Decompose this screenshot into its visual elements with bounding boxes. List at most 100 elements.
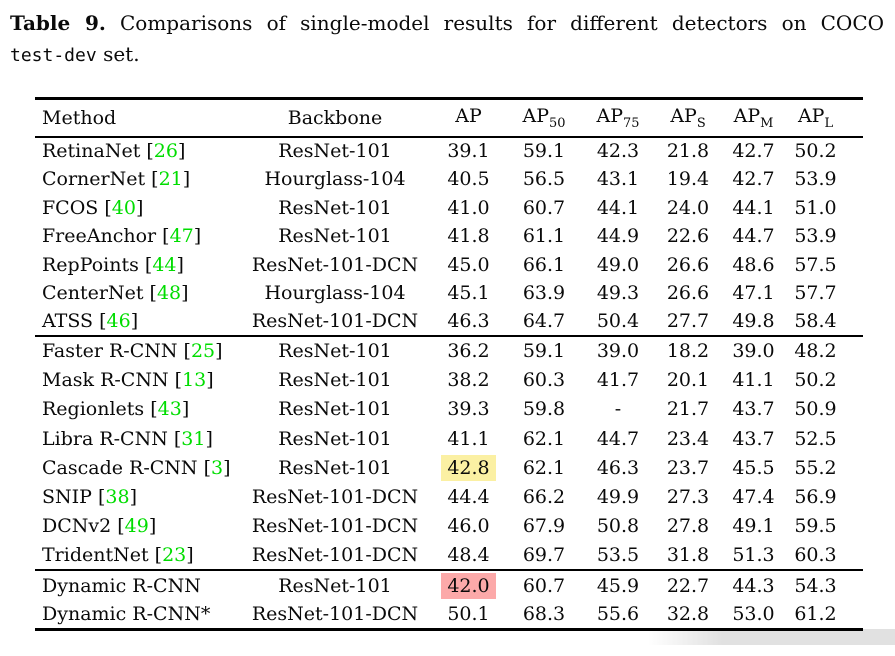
citation-number: 38 [105, 486, 130, 509]
method-cell: DCNv2 [49] [42, 515, 157, 538]
value-cell: 41.1 [732, 368, 775, 391]
value-cell: 23.4 [666, 427, 710, 450]
table-row: Regionlets [43] ResNet-101 39.3 59.8 - 21.7 43… [35, 395, 863, 424]
caption-code: test-dev [10, 45, 97, 66]
value-cell: 59.1 [522, 340, 566, 363]
value-cell: 56.9 [794, 486, 837, 509]
value-cell: 47.4 [732, 486, 775, 509]
header-aps-sub: S [696, 115, 706, 131]
value-cell: 53.0 [732, 602, 775, 625]
table-row: RetinaNet [26] ResNet-101 39.1 59.1 42.3 21.8… [35, 137, 863, 166]
value-cell: 55.6 [596, 602, 640, 625]
table-row: ATSS [46] ResNet-101-DCN 46.3 64.7 50.4 27.7 4… [35, 308, 863, 337]
citation-number: 23 [162, 544, 187, 567]
backbone-cell: ResNet-101 [278, 574, 392, 597]
backbone-cell: ResNet-101-DCN [251, 486, 419, 509]
method-cell: CornerNet [21] [42, 168, 191, 191]
method-cell: Dynamic R-CNN [42, 574, 201, 597]
value-cell: 53.9 [794, 168, 837, 191]
value-cell: 53.9 [794, 225, 837, 248]
value-cell: 60.3 [522, 368, 566, 391]
value-cell: 45.0 [447, 253, 490, 276]
method-cell: Faster R-CNN [25] [42, 340, 223, 363]
backbone-cell: ResNet-101 [278, 398, 392, 421]
value-cell: 48.6 [732, 253, 775, 276]
header-apm-text: AP [733, 104, 761, 127]
table-row: Dynamic R-CNN* ResNet-101-DCN 50.1 68.3 55.6… [35, 600, 863, 630]
value-cell: 26.6 [666, 282, 710, 305]
table-group-anchor-free: RetinaNet [26] ResNet-101 39.1 59.1 42.3 21.8… [35, 136, 863, 337]
caption-tail: set. [103, 42, 140, 66]
method-cell: FCOS [40] [42, 196, 144, 219]
value-cell: 46.3 [447, 310, 490, 333]
table-row: FCOS [40] ResNet-101 41.0 60.7 44.1 24.0 44.1 5… [35, 194, 863, 223]
table-row: FreeAnchor [47] ResNet-101 41.8 61.1 44.9 22.… [35, 222, 863, 251]
col-header-apm: APM [721, 99, 786, 137]
citation-number: 48 [156, 282, 182, 305]
method-cell: CenterNet [48] [42, 282, 189, 305]
value-cell: 39.0 [596, 340, 640, 363]
backbone-cell: ResNet-101 [278, 140, 392, 163]
value-cell: 41.1 [447, 427, 490, 450]
value-cell: 60.3 [794, 544, 837, 567]
value-cell: 44.7 [732, 225, 775, 248]
value-cell: 42.8 [430, 453, 507, 482]
col-header-method: Method [42, 106, 117, 129]
citation-number: 47 [169, 225, 194, 248]
value-cell: 61.1 [522, 225, 566, 248]
value-cell: 44.3 [732, 574, 775, 597]
header-ap-text: AP [455, 104, 482, 127]
value-cell: 60.7 [522, 574, 566, 597]
value-cell: 41.0 [447, 196, 490, 219]
caption-label: Table 9. [10, 11, 106, 35]
backbone-cell: ResNet-101-DCN [251, 253, 419, 276]
value-cell: 32.8 [666, 602, 710, 625]
table-row: Cascade R-CNN [3] ResNet-101 42.8 62.1 46.3 2… [35, 453, 863, 482]
col-header-ap: AP [430, 99, 507, 137]
method-cell: ATSS [46] [42, 310, 139, 333]
value-cell: 21.7 [666, 398, 710, 421]
value-cell: 56.5 [522, 168, 566, 191]
backbone-cell: ResNet-101-DCN [251, 602, 419, 625]
value-cell: 27.3 [666, 486, 710, 509]
value-cell: 50.9 [794, 398, 837, 421]
value-cell: 53.5 [596, 544, 640, 567]
scan-artifact [648, 629, 895, 645]
value-cell: 50.8 [596, 515, 640, 538]
value-cell: 48.4 [447, 544, 490, 567]
value-cell: 45.5 [732, 456, 775, 479]
method-cell: RepPoints [44] [42, 253, 184, 276]
value-cell: 62.1 [522, 427, 566, 450]
value-cell: 50.4 [596, 310, 640, 333]
table-row: Libra R-CNN [31] ResNet-101 41.1 62.1 44.7 23… [35, 424, 863, 453]
value-cell: 61.2 [794, 602, 837, 625]
table-caption: Table 9. Comparisons of single-model res… [10, 8, 884, 71]
value-cell: 54.3 [794, 574, 837, 597]
table-row: DCNv2 [49] ResNet-101-DCN 46.0 67.9 50.8 27.8… [35, 512, 863, 541]
backbone-cell: ResNet-101-DCN [251, 544, 419, 567]
backbone-cell: Hourglass-104 [264, 168, 406, 191]
value-cell: 44.1 [596, 196, 640, 219]
table-row: Dynamic R-CNN ResNet-101 42.0 60.7 45.9 22.7 4… [35, 570, 863, 600]
value-cell: 59.1 [522, 140, 566, 163]
value-cell: 23.7 [666, 456, 710, 479]
value-cell: 60.7 [522, 196, 566, 219]
value-cell: 51.0 [794, 196, 837, 219]
backbone-cell: ResNet-101-DCN [251, 515, 419, 538]
value-cell: 57.7 [794, 282, 837, 305]
table-row: SNIP [38] ResNet-101-DCN 44.4 66.2 49.9 27.3 4… [35, 482, 863, 511]
value-cell: 50.2 [794, 368, 837, 391]
header-row: Method Backbone AP AP50 AP75 APS APM APL [35, 99, 863, 137]
backbone-cell: ResNet-101 [278, 427, 392, 450]
table-row: CenterNet [48] Hourglass-104 45.1 63.9 49.3 2… [35, 279, 863, 308]
citation-number: 21 [158, 168, 183, 191]
value-cell: 62.1 [522, 456, 566, 479]
value-cell: 36.2 [447, 340, 490, 363]
value-cell: 24.0 [666, 196, 710, 219]
results-table: Method Backbone AP AP50 AP75 APS APM APL… [35, 97, 863, 631]
value-cell: 52.5 [794, 427, 837, 450]
value-cell: 67.9 [522, 515, 566, 538]
table-row: CornerNet [21] Hourglass-104 40.5 56.5 43.1 1… [35, 165, 863, 194]
value-cell: 66.2 [522, 486, 566, 509]
